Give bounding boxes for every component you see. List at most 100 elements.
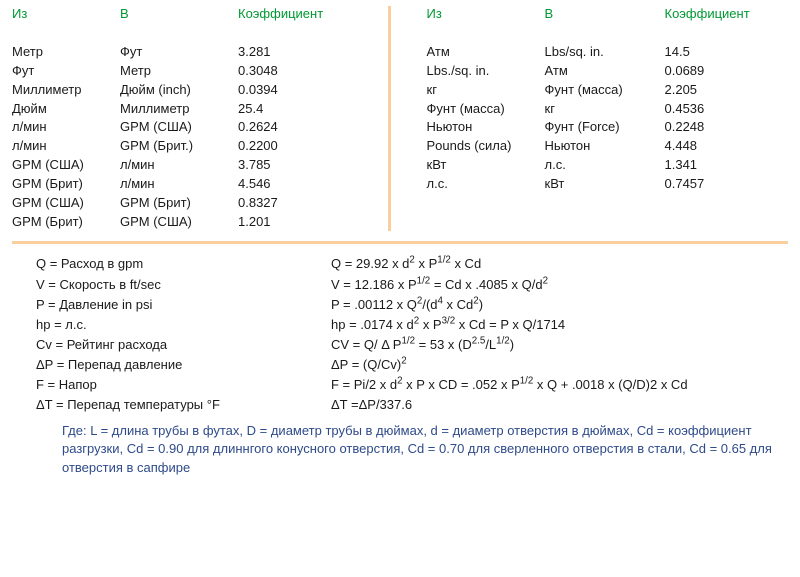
formula-expression: ΔP = (Q/Cv)2 [331, 355, 788, 375]
table-row: GPM (Брит)л/мин4.546 [12, 175, 374, 194]
formula-label: ΔP = Перепад давление [36, 355, 331, 375]
cell-from: GPM (Брит) [12, 213, 120, 232]
cell-coef: 3.281 [238, 43, 338, 62]
cell-from: GPM (Брит) [12, 175, 120, 194]
cell-to: Ньютон [545, 137, 665, 156]
table-row: МиллиметрДюйм (inch)0.0394 [12, 81, 374, 100]
cell-from: л/мин [12, 137, 120, 156]
col-header-to: В [120, 6, 238, 21]
conversion-tables: Из В Коэффициент МетрФут3.281ФутМетр0.30… [0, 0, 800, 237]
cell-to: л/мин [120, 175, 238, 194]
cell-coef: 1.201 [238, 213, 338, 232]
cell-coef: 1.341 [665, 156, 765, 175]
table-row: GPM (США)GPM (Брит)0.8327 [12, 194, 374, 213]
table-row: Lbs./sq. in.Атм0.0689 [427, 62, 789, 81]
cell-to: кг [545, 100, 665, 119]
cell-coef: 0.4536 [665, 100, 765, 119]
formula-label: P = Давление in psi [36, 295, 331, 315]
left-table-header: Из В Коэффициент [12, 6, 374, 21]
cell-coef: 4.546 [238, 175, 338, 194]
col-header-coef: Коэффициент [665, 6, 765, 21]
table-row: л/минGPM (США)0.2624 [12, 118, 374, 137]
table-row: АтмLbs/sq. in.14.5 [427, 43, 789, 62]
formula-expression: V = 12.186 x P1/2 = Cd x .4085 x Q/d2 [331, 275, 788, 295]
right-table: Из В Коэффициент АтмLbs/sq. in.14.5Lbs./… [393, 6, 789, 231]
cell-from: Миллиметр [12, 81, 120, 100]
cell-coef: 0.8327 [238, 194, 338, 213]
table-row: НьютонФунт (Force)0.2248 [427, 118, 789, 137]
table-row: ФутМетр0.3048 [12, 62, 374, 81]
formula-label: hp = л.с. [36, 315, 331, 335]
cell-from: л.с. [427, 175, 545, 194]
cell-to: GPM (Брит.) [120, 137, 238, 156]
cell-from: л/мин [12, 118, 120, 137]
formula-expression: ΔT =ΔP/337.6 [331, 395, 788, 415]
col-header-coef: Коэффициент [238, 6, 338, 21]
formula-expression: P = .00112 x Q2/(d4 x Cd2) [331, 295, 788, 315]
cell-coef: 0.0394 [238, 81, 338, 100]
cell-from: GPM (США) [12, 194, 120, 213]
table-row: кВтл.с.1.341 [427, 156, 789, 175]
cell-to: Атм [545, 62, 665, 81]
cell-to: Lbs/sq. in. [545, 43, 665, 62]
right-table-header: Из В Коэффициент [427, 6, 789, 21]
col-header-from: Из [427, 6, 545, 21]
cell-from: Атм [427, 43, 545, 62]
formula-expression: Q = 29.92 x d2 x P1/2 x Cd [331, 254, 788, 274]
cell-from: Фут [12, 62, 120, 81]
cell-coef: 4.448 [665, 137, 765, 156]
cell-to: Дюйм (inch) [120, 81, 238, 100]
table-row: л/минGPM (Брит.)0.2200 [12, 137, 374, 156]
cell-from: кг [427, 81, 545, 100]
formula-row: P = Давление in psiP = .00112 x Q2/(d4 x… [36, 295, 788, 315]
formula-label: ΔT = Перепад температуры °F [36, 395, 331, 415]
formula-expression: F = Pi/2 x d2 x P x CD = .052 x P1/2 x Q… [331, 375, 788, 395]
table-row: Pounds (сила)Ньютон4.448 [427, 137, 789, 156]
cell-coef: 0.2624 [238, 118, 338, 137]
cell-coef: 0.7457 [665, 175, 765, 194]
formula-row: ΔT = Перепад температуры °FΔT =ΔP/337.6 [36, 395, 788, 415]
footnote: Где: L = длина трубы в футах, D = диамет… [0, 420, 800, 489]
cell-coef: 0.2200 [238, 137, 338, 156]
cell-coef: 0.2248 [665, 118, 765, 137]
cell-from: кВт [427, 156, 545, 175]
formula-row: ΔP = Перепад давлениеΔP = (Q/Cv)2 [36, 355, 788, 375]
formula-label: F = Напор [36, 375, 331, 395]
cell-from: Метр [12, 43, 120, 62]
cell-coef: 14.5 [665, 43, 765, 62]
cell-from: GPM (США) [12, 156, 120, 175]
table-row: GPM (США)л/мин3.785 [12, 156, 374, 175]
cell-to: Метр [120, 62, 238, 81]
formula-label: Q = Расход в gpm [36, 254, 331, 274]
table-row: МетрФут3.281 [12, 43, 374, 62]
cell-to: GPM (США) [120, 213, 238, 232]
table-row: Фунт (масса)кг0.4536 [427, 100, 789, 119]
formula-label: V = Скорость в ft/sec [36, 275, 331, 295]
cell-coef: 3.785 [238, 156, 338, 175]
cell-to: Фут [120, 43, 238, 62]
cell-from: Дюйм [12, 100, 120, 119]
formula-row: Cv = Рейтинг расходаCV = Q/ Δ P1/2 = 53 … [36, 335, 788, 355]
formula-row: hp = л.с.hp = .0174 x d2 x P3/2 x Cd = P… [36, 315, 788, 335]
cell-coef: 0.3048 [238, 62, 338, 81]
formula-row: V = Скорость в ft/secV = 12.186 x P1/2 =… [36, 275, 788, 295]
cell-coef: 0.0689 [665, 62, 765, 81]
table-row: л.с.кВт0.7457 [427, 175, 789, 194]
cell-from: Фунт (масса) [427, 100, 545, 119]
cell-to: Фунт (масса) [545, 81, 665, 100]
col-header-from: Из [12, 6, 120, 21]
cell-coef: 2.205 [665, 81, 765, 100]
formulas-block: Q = Расход в gpmQ = 29.92 x d2 x P1/2 x … [0, 250, 800, 419]
table-row: GPM (Брит)GPM (США)1.201 [12, 213, 374, 232]
horizontal-divider [12, 241, 788, 244]
left-table: Из В Коэффициент МетрФут3.281ФутМетр0.30… [12, 6, 386, 231]
formula-label: Cv = Рейтинг расхода [36, 335, 331, 355]
formula-expression: CV = Q/ Δ P1/2 = 53 x (D2.5/L1/2) [331, 335, 788, 355]
cell-from: Ньютон [427, 118, 545, 137]
cell-to: GPM (Брит) [120, 194, 238, 213]
cell-to: GPM (США) [120, 118, 238, 137]
table-row: кгФунт (масса)2.205 [427, 81, 789, 100]
col-header-to: В [545, 6, 665, 21]
formula-expression: hp = .0174 x d2 x P3/2 x Cd = P x Q/1714 [331, 315, 788, 335]
cell-from: Pounds (сила) [427, 137, 545, 156]
